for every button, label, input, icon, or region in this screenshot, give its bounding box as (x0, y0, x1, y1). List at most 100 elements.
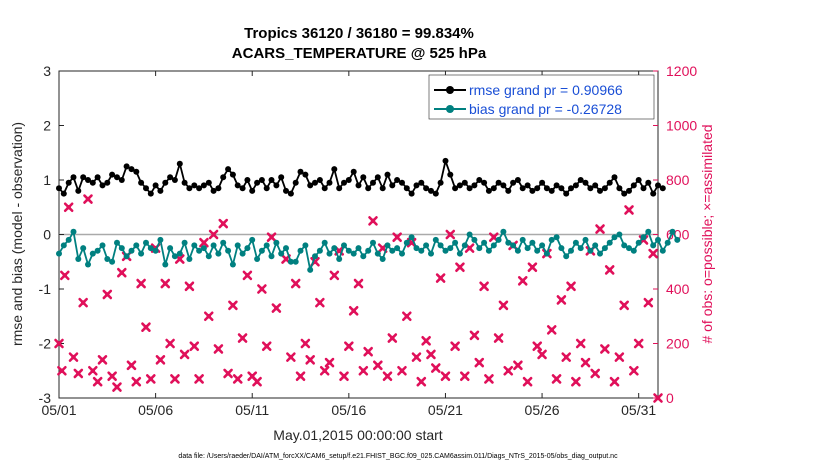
rmse-point (568, 185, 574, 192)
bias-point (312, 253, 318, 260)
bias-point (181, 239, 188, 246)
obs-assimilated-marker (522, 376, 533, 387)
rmse-point (476, 177, 483, 183)
bias-point (389, 247, 396, 254)
bias-point (490, 242, 497, 249)
rmse-point (394, 177, 401, 183)
bias-point (278, 250, 285, 257)
bias-point (355, 245, 362, 252)
obs-assimilated-marker (643, 297, 654, 308)
bias-point (302, 242, 309, 249)
rmse-point (239, 185, 246, 192)
obs-assimilated-marker (498, 300, 509, 311)
rmse-point (196, 185, 203, 192)
obs-assimilated-marker (445, 229, 456, 240)
rmse-point (640, 185, 647, 192)
obs-assimilated-marker (527, 262, 538, 272)
bias-point (128, 247, 135, 254)
bias-point (191, 242, 198, 249)
rmse-point (495, 179, 502, 186)
obs-assimilated-marker (402, 311, 412, 322)
bias-point (263, 242, 270, 249)
rmse-point (413, 182, 420, 189)
obs-assimilated-marker (440, 371, 451, 381)
rmse-point (254, 179, 261, 186)
obs-assimilated-marker (479, 281, 489, 292)
rmse-point (529, 187, 536, 194)
obs-assimilated-marker (556, 295, 567, 305)
rmse-point (577, 177, 584, 183)
bias-point (529, 239, 536, 246)
bias-point (539, 242, 546, 249)
rmse-point (89, 179, 96, 186)
obs-assimilated-marker (203, 311, 214, 322)
x-tick-label: 05/11 (235, 402, 269, 418)
y-right-tick-label: 1200 (666, 63, 697, 79)
bias-point (476, 245, 483, 252)
rmse-point (297, 168, 304, 175)
bias-point (200, 245, 207, 252)
legend-bias-label: bias grand pr = -0.26728 (469, 101, 622, 117)
rmse-point (176, 160, 183, 167)
rmse-point (456, 182, 463, 189)
bias-point (147, 245, 154, 252)
rmse-point (611, 174, 618, 181)
bias-point (225, 247, 232, 254)
obs-assimilated-marker (92, 376, 103, 387)
bias-point (89, 250, 96, 257)
rmse-point (99, 182, 106, 189)
y-left-tick-label: -2 (39, 336, 52, 352)
bias-point (307, 266, 314, 273)
bias-point (456, 250, 463, 257)
obs-assimilated-marker (358, 365, 369, 376)
bias-point (123, 253, 130, 260)
rmse-point (273, 182, 280, 189)
obs-assimilated-marker (411, 352, 422, 362)
bias-point (519, 236, 526, 243)
bias-point (577, 245, 584, 252)
obs-assimilated-marker (450, 341, 460, 352)
bias-point (601, 245, 608, 252)
bias-point (394, 245, 401, 252)
rmse-point (601, 185, 608, 192)
rmse-point (80, 174, 87, 181)
bias-point (626, 245, 632, 252)
rmse-point (447, 171, 454, 178)
y-axis-label-left: rmse and bias (model - observation) (9, 122, 25, 346)
rmse-point (524, 182, 531, 189)
obs-assimilated-marker (194, 374, 204, 384)
rmse-point (548, 187, 555, 194)
legend-rmse-label: rmse grand pr = 0.90966 (469, 82, 623, 98)
obs-assimilated-marker (546, 325, 557, 335)
obs-assimilated-marker (189, 341, 200, 352)
rmse-point (278, 174, 285, 181)
chart-title-line1: Tropics 36120 / 36180 = 99.834% (244, 25, 474, 42)
rmse-point (162, 179, 169, 186)
rmse-point (205, 179, 212, 186)
bias-point (85, 261, 91, 268)
obs-assimilated-marker (392, 232, 402, 243)
obs-assimilated-marker (421, 335, 431, 346)
legend-box (428, 74, 655, 120)
bias-point (442, 247, 449, 254)
rmse-point (94, 174, 101, 181)
obs-assimilated-marker (107, 371, 117, 381)
rmse-point (321, 185, 328, 192)
rmse-point (167, 174, 174, 181)
rmse-point (534, 185, 541, 192)
bias-point (239, 250, 246, 257)
bias-point (210, 242, 217, 249)
rmse-point (191, 182, 198, 189)
obs-assimilated-marker (382, 371, 393, 381)
rmse-point (616, 185, 623, 192)
obs-assimilated-marker (295, 371, 306, 381)
bias-point (345, 247, 352, 254)
obs-assimilated-marker (131, 376, 142, 387)
rmse-point (466, 185, 473, 192)
obs-assimilated-marker (348, 306, 359, 316)
rmse-point (437, 179, 444, 186)
y-left-tick-label: 0 (43, 227, 51, 243)
bias-point (360, 253, 367, 260)
bias-point (403, 239, 410, 246)
rmse-point (399, 179, 405, 186)
